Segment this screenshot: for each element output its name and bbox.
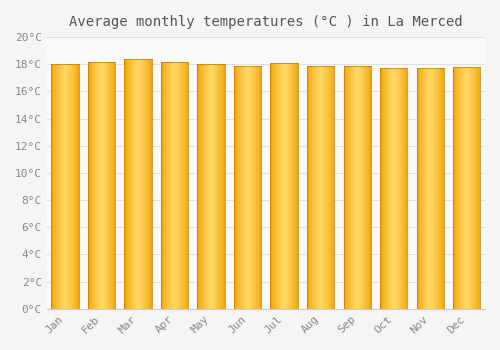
Title: Average monthly temperatures (°C ) in La Merced: Average monthly temperatures (°C ) in La… — [69, 15, 462, 29]
